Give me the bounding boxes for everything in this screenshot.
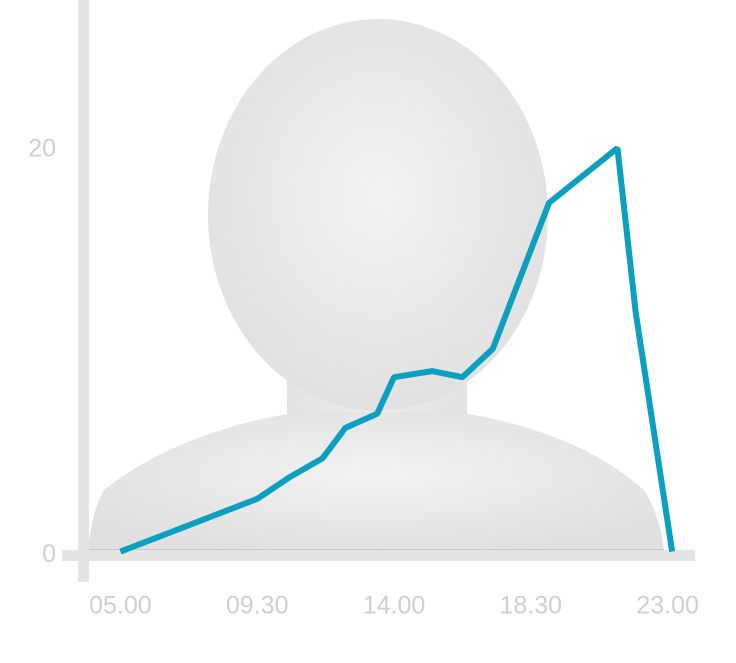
x-tick-label: 14.00 — [363, 592, 426, 620]
avatar-silhouette — [88, 19, 664, 551]
x-tick-label: 05.00 — [89, 592, 152, 620]
y-tick-label: 20 — [28, 135, 56, 163]
data-line — [119, 145, 676, 555]
y-axis — [78, 0, 89, 582]
x-tick-label: 23.00 — [636, 592, 699, 620]
y-tick-label: 0 — [42, 540, 56, 568]
x-axis — [62, 550, 695, 561]
x-tick-label: 09.30 — [226, 592, 289, 620]
x-tick-label: 18.30 — [500, 592, 563, 620]
